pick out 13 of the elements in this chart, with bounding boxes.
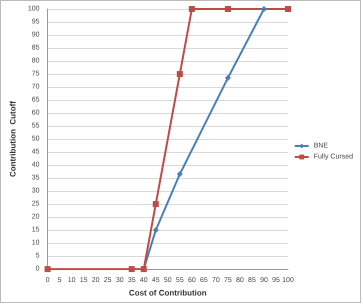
x-axis-title: Cost of Contribution xyxy=(128,288,207,298)
point xyxy=(152,227,159,234)
point xyxy=(176,71,183,78)
point xyxy=(152,201,159,208)
point xyxy=(176,171,183,178)
point xyxy=(260,6,267,12)
point xyxy=(44,266,51,272)
point xyxy=(188,6,195,12)
point xyxy=(224,74,231,81)
point xyxy=(128,266,135,272)
point xyxy=(224,6,231,12)
point xyxy=(285,6,291,12)
y-axis-title: Contribution Cutoff xyxy=(8,100,18,178)
